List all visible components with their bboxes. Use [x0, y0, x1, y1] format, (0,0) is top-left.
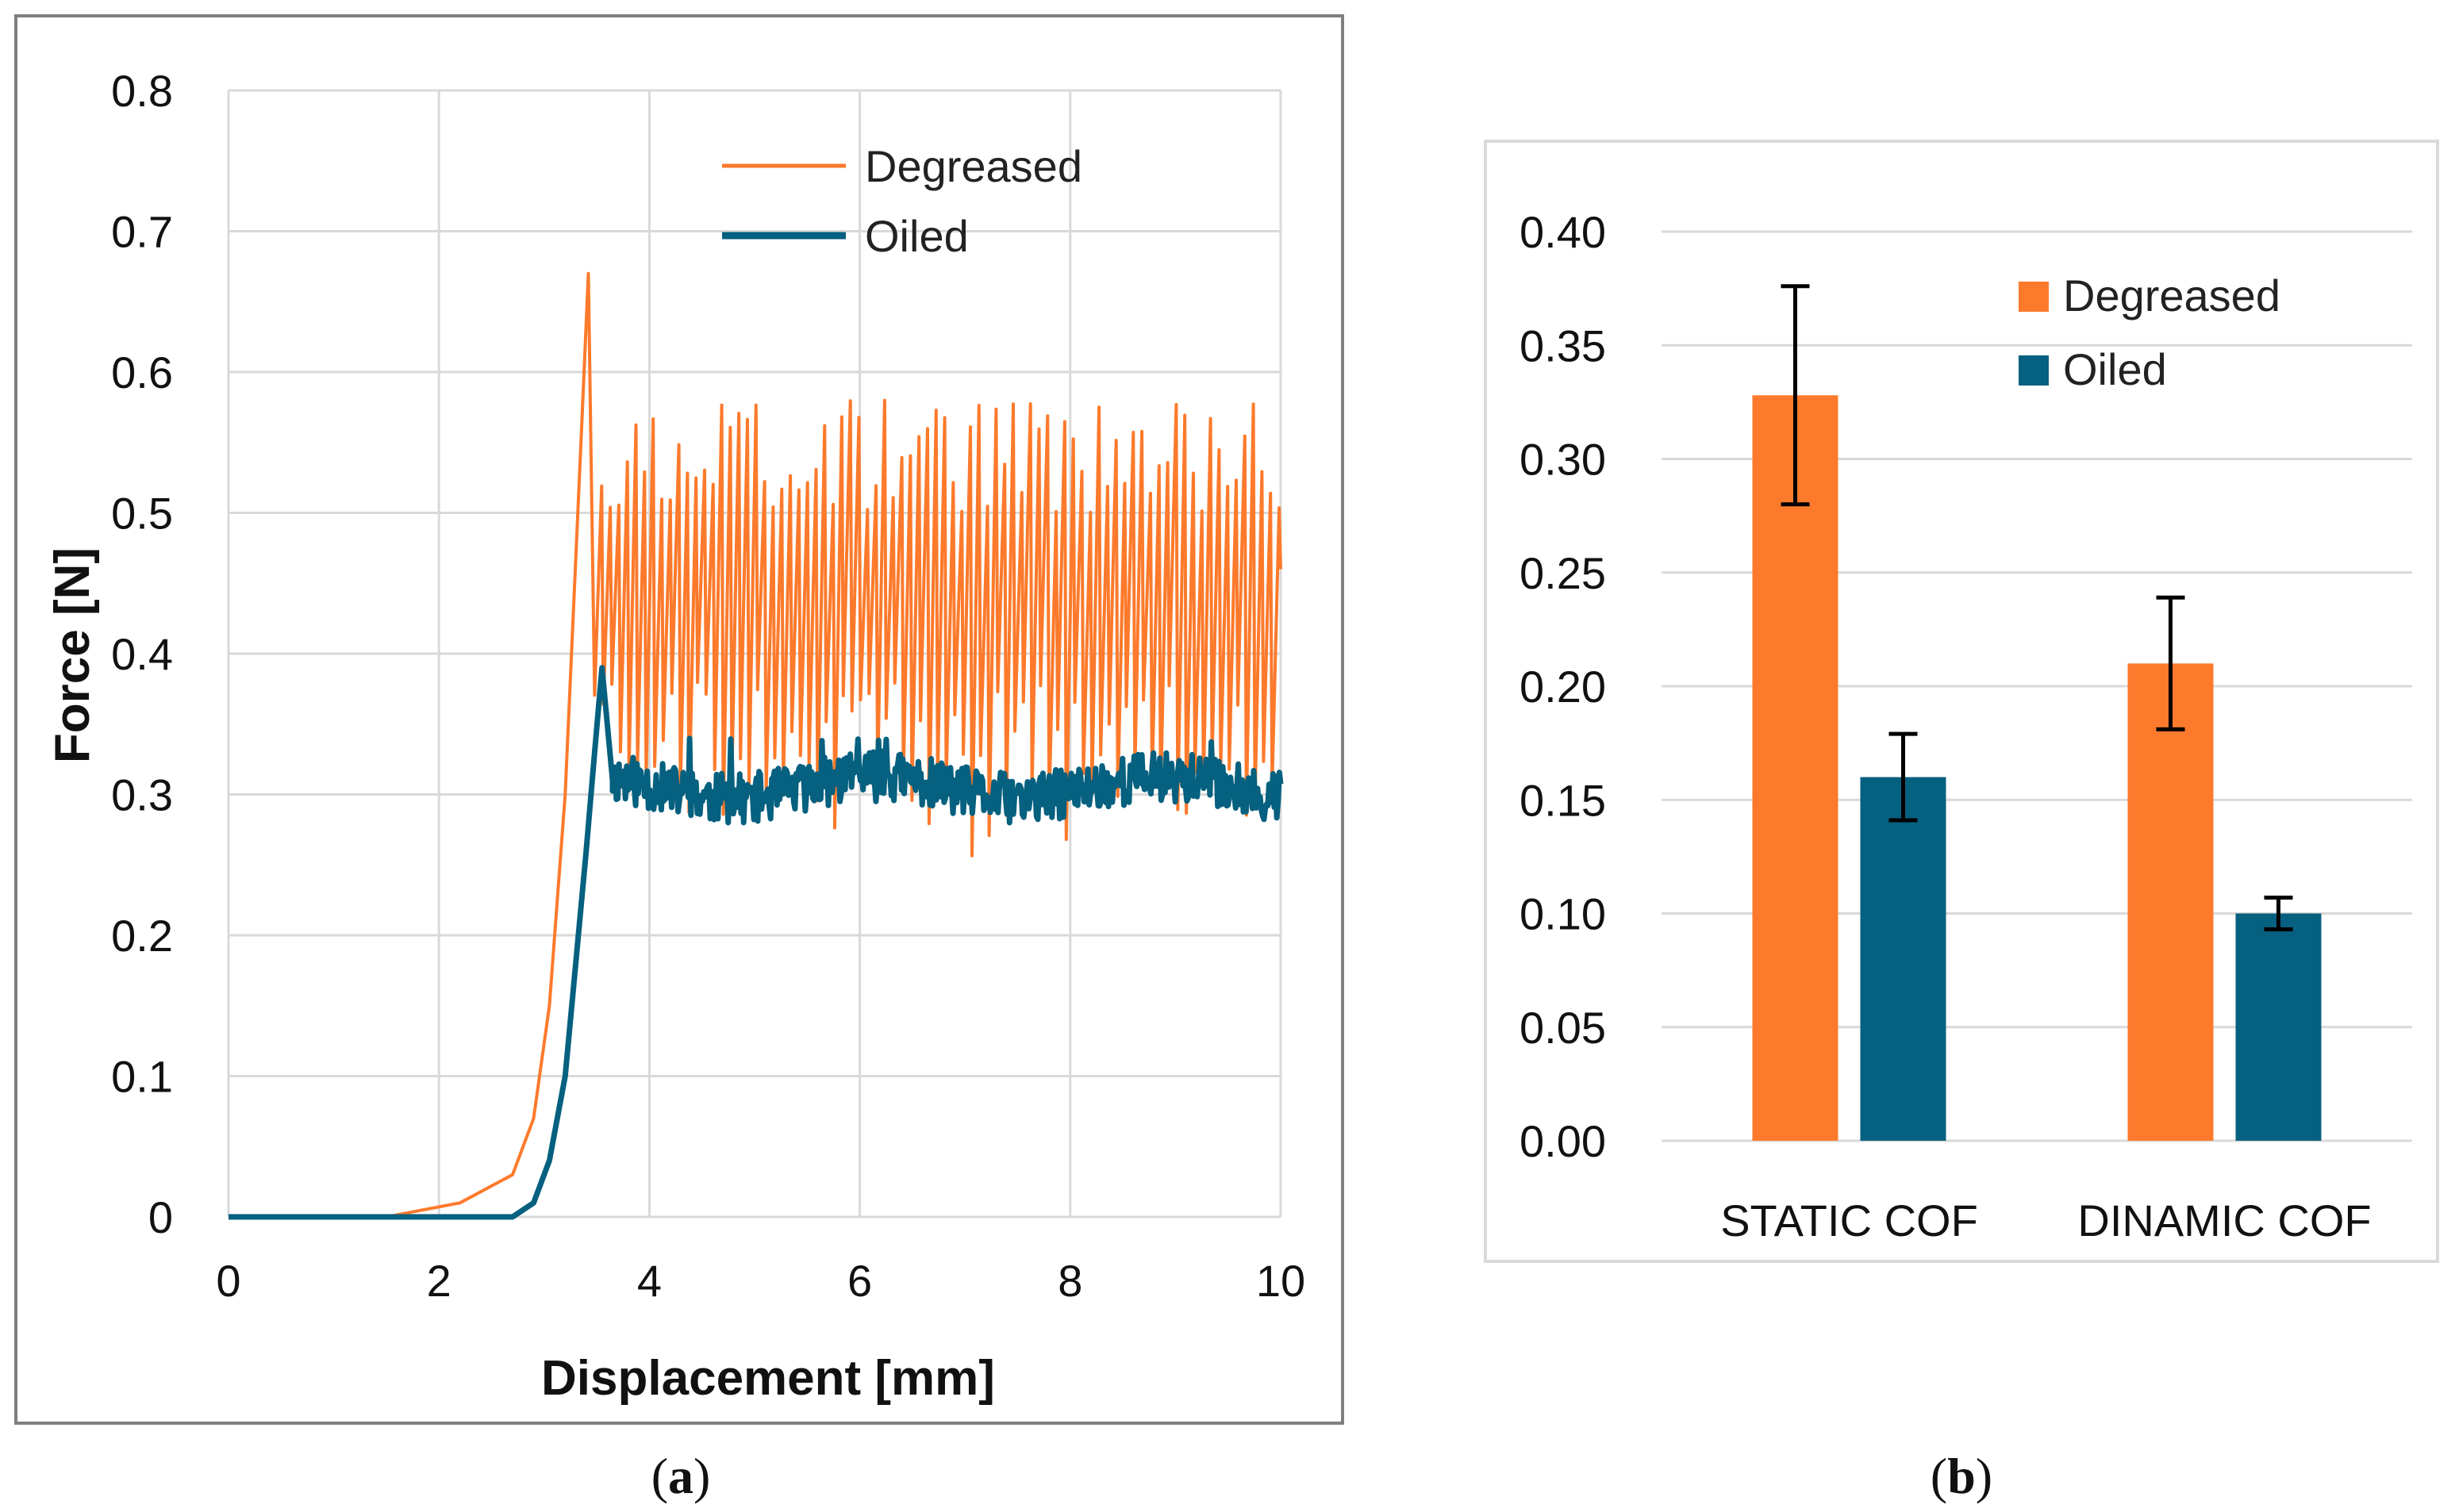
legend-label-degreased-b: Degreased	[2063, 271, 2280, 320]
caption-a-letter: a	[668, 1448, 693, 1504]
panel-a-x-axis-title: Displacement [mm]	[541, 1351, 995, 1406]
b-y-tick-label-1: 0.05	[1519, 1003, 1606, 1053]
caption-a-open: (	[651, 1448, 668, 1504]
bar-degreased-dinamic-cof	[2127, 663, 2214, 1141]
a-y-tick-label-8: 0.8	[111, 66, 173, 116]
a-x-tick-label-0: 0	[216, 1256, 240, 1306]
b-y-tick-label-8: 0.40	[1519, 207, 1606, 257]
panel-a-y-axis-title: Force [N]	[45, 547, 100, 763]
a-x-tick-label-5: 10	[1256, 1256, 1305, 1306]
legend-label-oiled-b: Oiled	[2063, 344, 2167, 394]
panel-a-y-tick-labels: 0 0.1 0.2 0.3 0.4 0.5 0.6 0.7 0.8	[111, 66, 173, 1242]
bar-degreased-static-cof	[1752, 395, 1838, 1141]
b-y-tick-label-2: 0.10	[1519, 889, 1606, 939]
caption-b-letter: b	[1947, 1448, 1976, 1504]
a-y-tick-label-6: 0.6	[111, 347, 173, 397]
b-category-label-1: DINAMIC COF	[2077, 1195, 2371, 1245]
caption-b-open: (	[1931, 1448, 1947, 1504]
caption-a-close: )	[693, 1448, 710, 1504]
legend-swatch-oiled-b	[2019, 355, 2049, 386]
legend-label-oiled: Oiled	[865, 211, 969, 261]
b-y-tick-label-7: 0.35	[1519, 320, 1606, 370]
panel-a-legend: Degreased Oiled	[722, 141, 1082, 261]
a-y-tick-label-5: 0.5	[111, 489, 173, 539]
panel-b-legend: Degreased Oiled	[2019, 271, 2280, 394]
bar-oiled-static-cof	[1860, 777, 1946, 1141]
panel-a-series	[229, 271, 1284, 1220]
panel-b-category-labels: STATIC COF DINAMIC COF	[1720, 1195, 2371, 1245]
bar-oiled-dinamic-cof	[2235, 913, 2322, 1141]
panel-a-gridlines	[227, 89, 1282, 1218]
legend-label-degreased: Degreased	[865, 141, 1082, 191]
series-line-degreased	[229, 271, 1282, 1218]
panel-b-error-bars	[1781, 284, 2293, 932]
a-y-tick-label-0: 0	[148, 1192, 173, 1242]
b-y-tick-label-5: 0.25	[1519, 548, 1606, 598]
error-bar-degreased-static-cof	[1781, 284, 1810, 507]
caption-a: (a)	[651, 1448, 711, 1504]
panel-b-bars	[1752, 395, 2322, 1141]
series-line-oiled	[229, 665, 1284, 1220]
error-bar-degreased-dinamic-cof	[2156, 595, 2185, 731]
caption-b-close: )	[1976, 1448, 1992, 1504]
a-y-tick-label-4: 0.4	[111, 629, 173, 679]
panel-a-x-tick-labels: 0 2 4 6 8 10	[216, 1256, 1305, 1306]
b-y-tick-label-0: 0.00	[1519, 1116, 1606, 1166]
b-y-tick-label-4: 0.20	[1519, 662, 1606, 712]
panel-a: 0 0.1 0.2 0.3 0.4 0.5 0.6 0.7 0.8 0 2 4 6 8 10 Degrea…	[14, 14, 1344, 1425]
a-x-tick-label-2: 4	[637, 1256, 662, 1306]
a-y-tick-label-1: 0.1	[111, 1052, 173, 1102]
legend-swatch-degreased-b	[2019, 282, 2049, 312]
a-x-tick-label-4: 8	[1058, 1256, 1082, 1306]
caption-b: (b)	[1931, 1448, 1992, 1504]
b-category-label-0: STATIC COF	[1720, 1195, 1978, 1245]
b-y-tick-label-6: 0.30	[1519, 435, 1606, 485]
a-y-tick-label-2: 0.2	[111, 911, 173, 961]
error-bar-oiled-dinamic-cof	[2264, 895, 2293, 932]
a-x-tick-label-1: 2	[427, 1256, 451, 1306]
a-y-tick-label-7: 0.7	[111, 207, 173, 257]
b-y-tick-label-3: 0.15	[1519, 775, 1606, 825]
panel-b: 0.00 0.05 0.10 0.15 0.20 0.25 0.30 0.35 0.40 STA…	[1484, 140, 2439, 1263]
a-x-tick-label-3: 6	[847, 1256, 872, 1306]
a-y-tick-label-3: 0.3	[111, 770, 173, 820]
error-bar-oiled-static-cof	[1888, 731, 1918, 823]
panel-b-y-tick-labels: 0.00 0.05 0.10 0.15 0.20 0.25 0.30 0.35 0.40	[1519, 207, 1606, 1166]
